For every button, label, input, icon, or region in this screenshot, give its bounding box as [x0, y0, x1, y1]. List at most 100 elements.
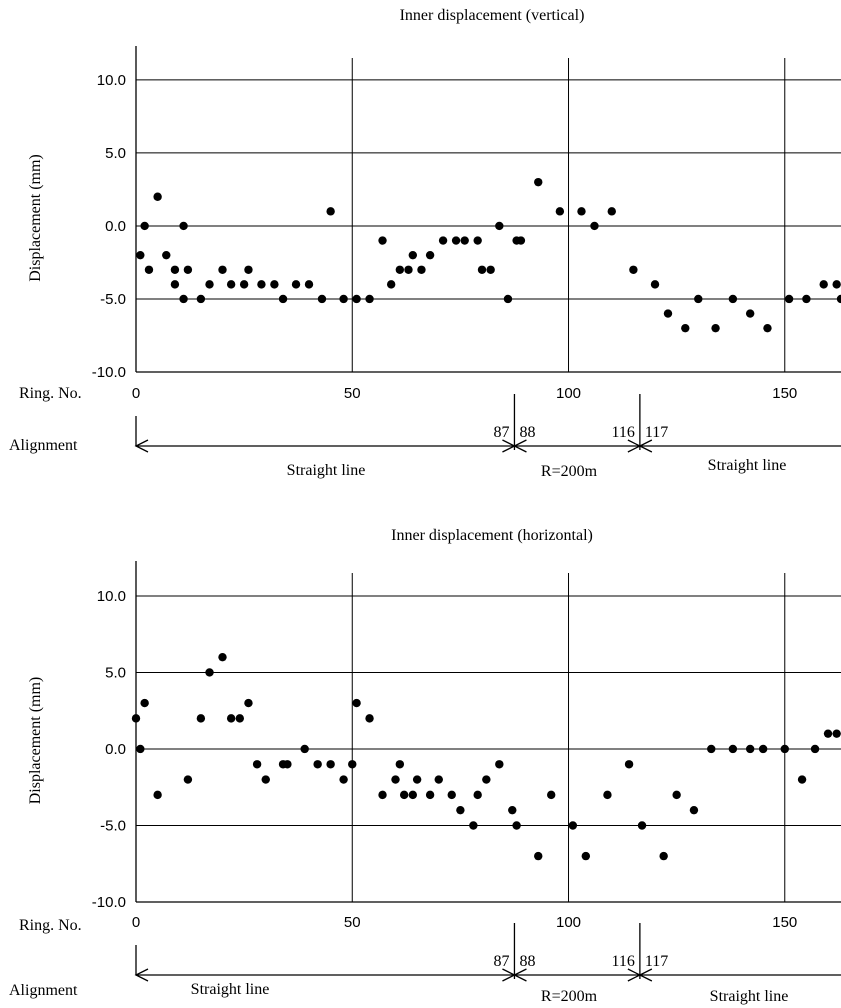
data-point: [304, 280, 314, 289]
data-point: [434, 775, 443, 784]
data-point: [153, 790, 162, 800]
data-point: [395, 265, 405, 274]
data-point: [482, 775, 491, 784]
data-point: [590, 221, 599, 231]
data-point: [629, 265, 638, 274]
alignment-segment-label: Straight line: [708, 457, 787, 474]
data-point: [153, 192, 162, 201]
data-point: [495, 221, 504, 231]
alignment-segment-label: R=200m: [541, 988, 598, 1005]
data-point: [244, 265, 253, 274]
chart-2: Inner displacement (horizontal) 10.0 5.0 0.…: [9, 527, 841, 1005]
y-tick-label: 0.0: [105, 218, 126, 235]
data-point: [512, 821, 521, 830]
data-point: [819, 280, 828, 289]
data-point: [503, 294, 513, 304]
data-point: [581, 851, 591, 861]
data-point: [235, 714, 245, 723]
y-axis-label: Displacement (mm): [27, 677, 44, 805]
data-point: [486, 265, 495, 274]
data-point: [495, 760, 504, 769]
data-point: [378, 790, 387, 800]
y-tick-label: -10.0: [92, 894, 126, 911]
alignment-arrow: [512, 439, 527, 453]
data-point: [136, 250, 145, 260]
data-point: [378, 236, 387, 245]
alignment-arrow: [512, 968, 527, 982]
data-point: [179, 221, 188, 231]
alignment-arrow: [638, 439, 653, 453]
x-tick-label: 150: [772, 385, 797, 402]
data-point: [836, 294, 841, 304]
data-point: [144, 265, 154, 274]
data-point: [278, 294, 288, 304]
data-point: [179, 294, 188, 304]
data-point: [758, 744, 768, 754]
data-point: [162, 250, 171, 260]
alignment-arrow: [134, 439, 149, 453]
data-point: [408, 250, 418, 260]
data-point: [365, 714, 374, 723]
data-point: [326, 207, 335, 216]
y-axis-label: Displacement (mm): [27, 154, 44, 282]
alignment-arrow: [638, 968, 653, 982]
data-point: [365, 294, 374, 304]
y-tick-label: 5.0: [105, 145, 126, 162]
data-point: [473, 236, 482, 245]
data-point: [745, 744, 755, 754]
chart-title: Inner displacement (horizontal): [391, 527, 593, 544]
y-tick-label: -5.0: [100, 291, 126, 308]
data-point: [672, 790, 681, 800]
data-point: [832, 729, 841, 738]
data-point: [555, 207, 565, 216]
x-tick-label: 100: [556, 914, 581, 931]
data-point: [205, 280, 214, 289]
data-point: [218, 652, 227, 662]
data-point: [451, 236, 461, 245]
data-point: [261, 775, 270, 784]
alignment-label: Alignment: [9, 437, 78, 454]
x-tick-label: 50: [344, 385, 361, 402]
data-point: [218, 265, 227, 274]
alignment-arrow: [134, 968, 149, 982]
data-point: [196, 294, 206, 304]
data-point: [183, 775, 193, 784]
data-point: [131, 714, 141, 723]
boundary-label: 88: [519, 424, 535, 441]
x-axis-label: Ring. No.: [19, 385, 82, 402]
data-point: [412, 775, 422, 784]
data-point: [352, 294, 361, 304]
data-point: [239, 280, 249, 289]
data-point: [317, 294, 327, 304]
data-point: [689, 805, 699, 815]
data-point: [170, 280, 180, 289]
data-point: [832, 280, 841, 289]
data-point: [797, 775, 807, 784]
y-tick-label: 10.0: [97, 72, 126, 89]
data-point: [326, 760, 335, 769]
data-point: [425, 790, 435, 800]
data-point: [763, 323, 772, 333]
chart-title: Inner displacement (vertical): [400, 7, 585, 24]
data-point: [438, 236, 448, 245]
data-point: [456, 805, 465, 815]
data-point: [170, 265, 180, 274]
data-point: [399, 790, 409, 800]
alignment-segment-label: Straight line: [710, 988, 789, 1005]
data-point: [745, 309, 755, 318]
boundary-label: 87: [493, 953, 509, 970]
data-point: [300, 744, 309, 754]
data-point: [447, 790, 456, 800]
data-point: [270, 280, 279, 289]
data-point: [252, 760, 262, 769]
data-point: [136, 744, 145, 754]
chart-1: Inner displacement (vertical) 10.0 5.0 0.0 -…: [9, 7, 841, 480]
data-point: [460, 236, 469, 245]
data-point: [404, 265, 413, 274]
data-point: [477, 265, 487, 274]
data-point: [244, 698, 253, 708]
data-point: [140, 221, 149, 231]
data-point: [417, 265, 426, 274]
data-point: [802, 294, 811, 304]
